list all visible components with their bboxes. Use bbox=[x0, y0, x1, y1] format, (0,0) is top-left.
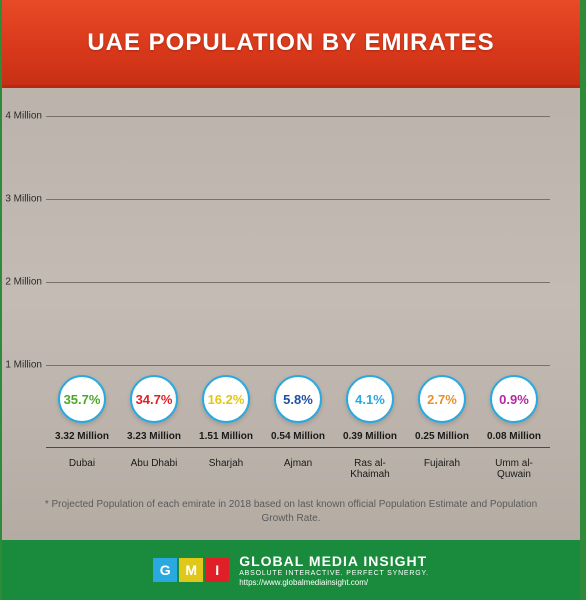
percent-bubble: 34.7% bbox=[130, 375, 178, 423]
bar-column: 5.8% 0.54 Million bbox=[265, 375, 331, 448]
x-axis-label: Dubai bbox=[49, 452, 115, 486]
bars-container: 35.7%3.32 Million34.7%3.23 Million16.2%1… bbox=[46, 116, 550, 448]
value-label: 3.32 Million bbox=[55, 431, 109, 442]
bar-column: 16.2% 1.51 Million bbox=[193, 375, 259, 448]
brand-logo: GMI bbox=[153, 558, 229, 582]
footer: GMI GLOBAL MEDIA INSIGHT ABSOLUTE INTERA… bbox=[2, 540, 580, 600]
logo-letter: M bbox=[179, 558, 203, 582]
percent-bubble: 5.8% bbox=[274, 375, 322, 423]
y-axis-label: 3 Million bbox=[2, 194, 42, 205]
bar-chart: 1 Million2 Million3 Million4 Million 35.… bbox=[46, 116, 550, 486]
value-label: 3.23 Million bbox=[127, 431, 181, 442]
page-title: UAE POPULATION BY EMIRATES bbox=[87, 29, 494, 57]
value-label: 0.39 Million bbox=[343, 431, 397, 442]
y-axis-label: 2 Million bbox=[2, 277, 42, 288]
x-axis-label: Ajman bbox=[265, 452, 331, 486]
logo-letter: G bbox=[153, 558, 177, 582]
x-labels: DubaiAbu DhabiSharjahAjmanRas al-Khaimah… bbox=[46, 452, 550, 486]
percent-bubble: 35.7% bbox=[58, 375, 106, 423]
value-label: 0.25 Million bbox=[415, 431, 469, 442]
x-axis-label: Fujairah bbox=[409, 452, 475, 486]
bar-column: 4.1% 0.39 Million bbox=[337, 375, 403, 448]
percent-bubble: 0.9% bbox=[490, 375, 538, 423]
logo-letter: I bbox=[205, 558, 229, 582]
percent-bubble: 2.7% bbox=[418, 375, 466, 423]
brand-name: GLOBAL MEDIA INSIGHT bbox=[239, 553, 429, 569]
bar-column: 2.7% 0.25 Million bbox=[409, 375, 475, 448]
footnote: * Projected Population of each emirate i… bbox=[42, 498, 540, 525]
bar-column: 0.9% 0.08 Million bbox=[481, 375, 547, 448]
header-banner: UAE POPULATION BY EMIRATES bbox=[2, 0, 580, 88]
bar-column: 34.7% 3.23 Million bbox=[121, 375, 187, 448]
infographic-page: UAE POPULATION BY EMIRATES 1 Million2 Mi… bbox=[0, 0, 586, 600]
value-label: 0.08 Million bbox=[487, 431, 541, 442]
x-axis-label: Umm al-Quwain bbox=[481, 452, 547, 486]
percent-bubble: 16.2% bbox=[202, 375, 250, 423]
value-label: 1.51 Million bbox=[199, 431, 253, 442]
y-axis-label: 4 Million bbox=[2, 111, 42, 122]
bar-column: 35.7% 3.32 Million bbox=[49, 375, 115, 448]
x-axis-label: Ras al-Khaimah bbox=[337, 452, 403, 486]
brand-url: https://www.globalmediainsight.com/ bbox=[239, 578, 429, 587]
brand-tagline: ABSOLUTE INTERACTIVE. PERFECT SYNERGY. bbox=[239, 570, 429, 577]
brand-text: GLOBAL MEDIA INSIGHT ABSOLUTE INTERACTIV… bbox=[239, 553, 429, 587]
value-label: 0.54 Million bbox=[271, 431, 325, 442]
x-axis-label: Abu Dhabi bbox=[121, 452, 187, 486]
x-axis-label: Sharjah bbox=[193, 452, 259, 486]
percent-bubble: 4.1% bbox=[346, 375, 394, 423]
y-axis-label: 1 Million bbox=[2, 360, 42, 371]
